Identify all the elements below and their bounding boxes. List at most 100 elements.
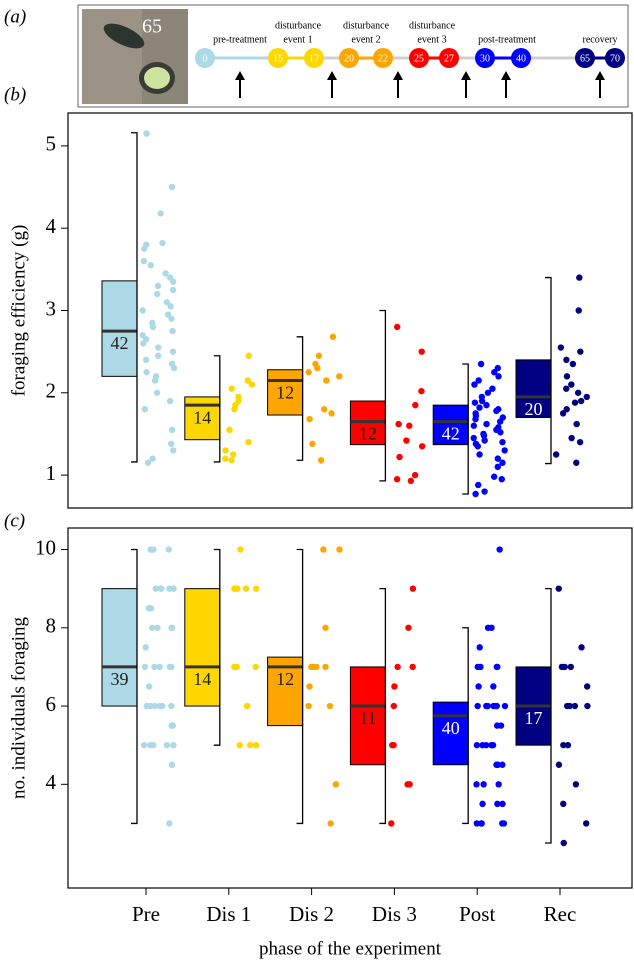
point: [568, 434, 575, 442]
phase-label: event 1: [283, 34, 312, 45]
timeline-node: [409, 48, 429, 68]
point: [472, 415, 479, 423]
y-tick-label: 5: [46, 132, 57, 156]
whisker: [545, 588, 552, 844]
whisker: [545, 276, 552, 465]
point: [326, 702, 334, 710]
point: [168, 663, 175, 671]
point: [571, 702, 579, 710]
box: [101, 280, 138, 377]
n-label: 12: [359, 424, 377, 444]
point: [493, 722, 501, 729]
point: [140, 340, 147, 347]
box: [432, 701, 469, 766]
point: [327, 820, 334, 827]
point: [482, 741, 490, 749]
y-tick-label: 2: [46, 379, 57, 403]
point: [236, 741, 243, 749]
point: [474, 702, 481, 710]
point: [231, 406, 238, 413]
whisker: [296, 336, 304, 461]
point: [336, 373, 343, 380]
point: [560, 839, 567, 847]
point: [252, 741, 260, 749]
point: [222, 455, 229, 462]
point: [143, 702, 151, 710]
box: [267, 369, 304, 416]
point: [305, 369, 312, 376]
arrow-head: [595, 71, 605, 80]
point: [145, 683, 153, 690]
timeline-node: [605, 48, 625, 68]
point: [405, 624, 412, 631]
box: [184, 588, 221, 707]
phase-label: recovery: [583, 34, 618, 45]
point: [151, 702, 158, 710]
point: [583, 820, 590, 827]
point: [244, 377, 251, 384]
point: [159, 239, 166, 247]
point: [564, 741, 572, 749]
point: [501, 447, 508, 454]
photo-counter: 65: [142, 16, 162, 38]
point: [497, 429, 504, 436]
phase-label: disturbance: [275, 20, 322, 31]
whisker: [131, 548, 138, 825]
point: [168, 183, 176, 191]
phase-label: disturbance: [343, 20, 390, 31]
box: [432, 404, 469, 446]
point: [473, 741, 481, 749]
point: [323, 377, 330, 384]
point: [483, 702, 490, 710]
point: [322, 624, 329, 631]
point: [477, 663, 484, 671]
point: [155, 344, 162, 351]
point: [336, 546, 343, 553]
point: [494, 455, 502, 462]
point: [499, 820, 506, 827]
arrow-head: [327, 71, 337, 80]
point: [483, 420, 490, 428]
y-tick-label: 8: [46, 614, 57, 638]
point: [552, 451, 560, 458]
point: [306, 683, 313, 690]
point: [163, 299, 171, 306]
point: [246, 741, 254, 749]
point: [151, 377, 159, 384]
point: [167, 303, 174, 310]
point: [228, 457, 235, 464]
point: [165, 546, 172, 553]
n-label: 12: [276, 383, 294, 403]
point: [478, 397, 486, 405]
point: [169, 327, 176, 335]
point: [142, 644, 149, 651]
box: [349, 666, 386, 766]
point: [569, 360, 577, 368]
point: [143, 369, 150, 376]
n-label: 14: [193, 669, 211, 689]
y-axis-title: no. individuals foraging: [8, 616, 29, 799]
point: [150, 546, 157, 553]
point: [141, 406, 148, 413]
point: [495, 781, 502, 788]
point: [245, 438, 252, 446]
timeline-node-label: 17: [309, 53, 319, 64]
point: [157, 210, 164, 217]
point: [555, 585, 562, 592]
phase-label: disturbance: [409, 20, 456, 31]
point: [499, 459, 506, 466]
whisker: [379, 588, 387, 825]
whisker: [213, 355, 221, 463]
point: [396, 453, 403, 461]
timeline-node-label: 0: [203, 53, 208, 64]
point: [476, 404, 483, 411]
phase-label: pre-treatment: [213, 34, 267, 45]
point: [418, 387, 425, 395]
x-axis-title: phase of the experiment: [259, 938, 442, 959]
panel-label: (a): [4, 6, 26, 27]
point: [149, 455, 156, 462]
whisker: [462, 363, 469, 495]
arrow-head: [235, 71, 245, 80]
point: [157, 585, 164, 592]
point: [480, 781, 487, 788]
